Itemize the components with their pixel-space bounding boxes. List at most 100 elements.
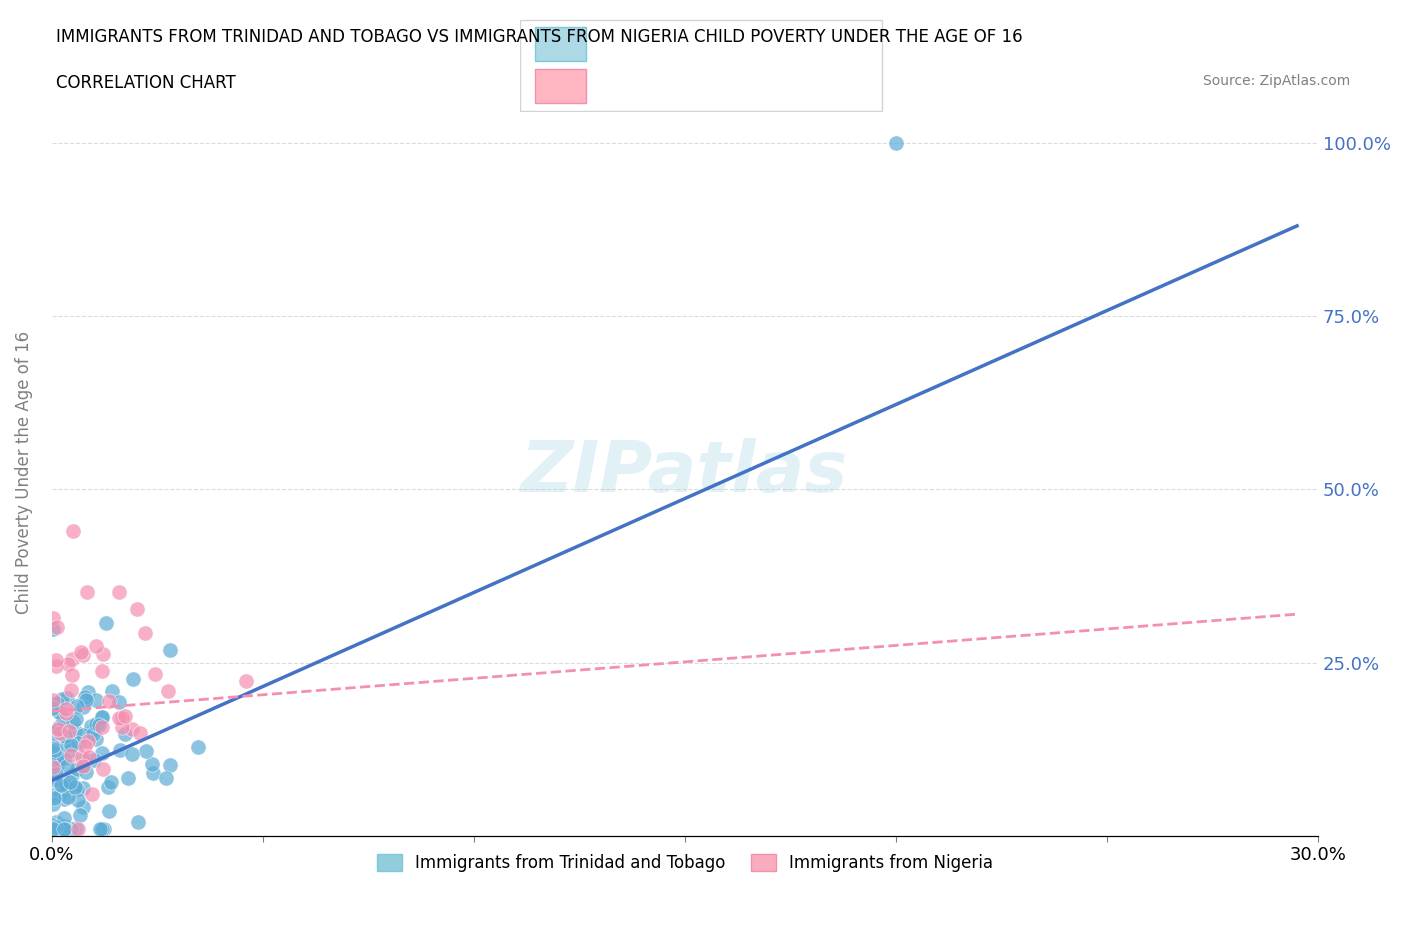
Immigrants from Trinidad and Tobago [73,751,96,766]
Immigrants from Trinidad and Tobago [73,689,96,704]
Text: R = 0.108    N =   45: R = 0.108 N = 45 [600,78,759,93]
Immigrants from Nigeria [97,694,120,709]
Immigrants from Trinidad and Tobago [45,821,67,836]
Immigrants from Trinidad and Tobago [83,752,105,767]
Immigrants from Trinidad and Tobago [90,709,112,724]
Immigrants from Nigeria [42,759,65,774]
Immigrants from Trinidad and Tobago [75,692,97,707]
Y-axis label: Child Poverty Under the Age of 16: Child Poverty Under the Age of 16 [15,330,32,614]
Immigrants from Nigeria [114,709,136,724]
Immigrants from Trinidad and Tobago [159,643,181,658]
Immigrants from Trinidad and Tobago [117,770,139,785]
Text: IMMIGRANTS FROM TRINIDAD AND TOBAGO VS IMMIGRANTS FROM NIGERIA CHILD POVERTY UND: IMMIGRANTS FROM TRINIDAD AND TOBAGO VS I… [56,28,1024,46]
Immigrants from Trinidad and Tobago [44,725,66,740]
Immigrants from Trinidad and Tobago [187,739,209,754]
Immigrants from Nigeria [67,821,90,836]
Immigrants from Trinidad and Tobago [93,821,115,836]
Immigrants from Trinidad and Tobago [45,696,67,711]
Immigrants from Trinidad and Tobago [48,821,70,836]
Immigrants from Nigeria [143,667,166,682]
Immigrants from Trinidad and Tobago [141,757,163,772]
Immigrants from Trinidad and Tobago [72,727,94,742]
Immigrants from Trinidad and Tobago [77,684,100,699]
Immigrants from Nigeria [48,725,70,740]
Immigrants from Nigeria [62,524,84,538]
Immigrants from Trinidad and Tobago [55,759,77,774]
Immigrants from Trinidad and Tobago [44,790,66,805]
Immigrants from Trinidad and Tobago [51,692,73,707]
Immigrants from Nigeria [84,638,107,653]
Immigrants from Nigeria [55,706,77,721]
Immigrants from Trinidad and Tobago [42,821,65,836]
Immigrants from Trinidad and Tobago [90,745,112,760]
Immigrants from Trinidad and Tobago [51,819,73,834]
Immigrants from Trinidad and Tobago [53,811,76,826]
Text: Source: ZipAtlas.com: Source: ZipAtlas.com [1202,74,1350,88]
Immigrants from Trinidad and Tobago [79,719,101,734]
Immigrants from Trinidad and Tobago [82,723,104,737]
Immigrants from Nigeria [60,651,83,666]
Immigrants from Trinidad and Tobago [42,697,65,711]
Immigrants from Nigeria [80,787,103,802]
Immigrants from Nigeria [108,711,131,726]
Immigrants from Nigeria [72,759,94,774]
Immigrants from Trinidad and Tobago [65,711,87,726]
Immigrants from Trinidad and Tobago [82,726,104,741]
Immigrants from Nigeria [108,584,131,599]
Immigrants from Trinidad and Tobago [53,791,76,806]
Immigrants from Nigeria [91,762,114,777]
Immigrants from Trinidad and Tobago [72,781,94,796]
Immigrants from Nigeria [46,619,69,634]
Immigrants from Trinidad and Tobago [127,815,149,830]
Immigrants from Trinidad and Tobago [42,738,65,753]
Text: R = 0.622    N = 109: R = 0.622 N = 109 [600,36,759,51]
Immigrants from Trinidad and Tobago [96,779,118,794]
Immigrants from Trinidad and Tobago [41,621,63,636]
Immigrants from Nigeria [59,748,82,763]
Immigrants from Trinidad and Tobago [42,746,65,761]
Immigrants from Nigeria [91,720,114,735]
Immigrants from Trinidad and Tobago [96,616,118,631]
Immigrants from Trinidad and Tobago [52,821,75,836]
Immigrants from Nigeria [77,734,100,749]
Immigrants from Trinidad and Tobago [42,821,65,836]
Immigrants from Trinidad and Tobago [65,820,87,835]
Immigrants from Trinidad and Tobago [41,787,63,802]
Immigrants from Trinidad and Tobago [48,821,70,836]
Immigrants from Trinidad and Tobago [55,737,77,752]
Immigrants from Trinidad and Tobago [62,714,84,729]
Immigrants from Nigeria [59,683,82,698]
Immigrants from Trinidad and Tobago [52,778,75,793]
Immigrants from Trinidad and Tobago [59,737,82,752]
Immigrants from Trinidad and Tobago [52,711,75,726]
Immigrants from Trinidad and Tobago [159,757,181,772]
Immigrants from Nigeria [235,674,257,689]
Immigrants from Trinidad and Tobago [49,787,72,802]
Immigrants from Nigeria [121,722,143,737]
Immigrants from Trinidad and Tobago [101,684,124,698]
Immigrants from Trinidad and Tobago [121,671,143,686]
Immigrants from Trinidad and Tobago [60,768,83,783]
Immigrants from Trinidad and Tobago [53,818,76,833]
Immigrants from Trinidad and Tobago [44,742,66,757]
Immigrants from Nigeria [111,719,134,734]
Immigrants from Trinidad and Tobago [63,724,86,738]
Immigrants from Nigeria [70,644,93,659]
Immigrants from Trinidad and Tobago [66,698,89,713]
Immigrants from Trinidad and Tobago [45,820,67,835]
Immigrants from Trinidad and Tobago [48,751,70,766]
Immigrants from Trinidad and Tobago [66,781,89,796]
Immigrants from Trinidad and Tobago [48,821,70,836]
Immigrants from Trinidad and Tobago [108,742,131,757]
Immigrants from Nigeria [91,664,114,679]
Immigrants from Trinidad and Tobago [91,710,114,724]
FancyBboxPatch shape [520,20,882,111]
Immigrants from Trinidad and Tobago [67,736,90,751]
Immigrants from Nigeria [156,684,179,698]
Immigrants from Trinidad and Tobago [58,790,80,804]
Immigrants from Nigeria [42,693,65,708]
Immigrants from Trinidad and Tobago [108,695,131,710]
FancyBboxPatch shape [534,69,586,103]
Immigrants from Trinidad and Tobago [41,701,63,716]
Immigrants from Trinidad and Tobago [84,717,107,732]
